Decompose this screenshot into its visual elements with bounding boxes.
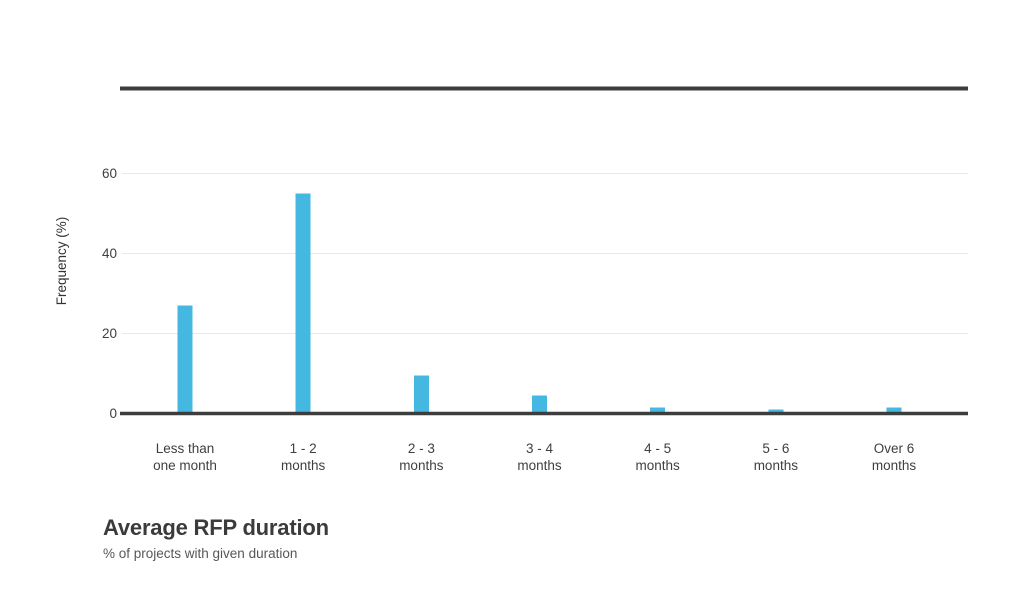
chart-subtitle: % of projects with given duration: [103, 546, 298, 562]
x-tick-label: 3 - 4 months: [517, 441, 562, 473]
y-tick-label: 40: [102, 246, 117, 261]
bar: [177, 305, 193, 414]
bar: [650, 407, 666, 414]
y-axis-title: Frequency (%): [54, 217, 69, 306]
x-tick-label: Less than one month: [153, 441, 217, 473]
x-tick-label: 2 - 3 months: [399, 441, 444, 473]
bar: [295, 193, 311, 414]
x-tick-label: 1 - 2 months: [281, 441, 326, 473]
x-tick-label: 5 - 6 months: [754, 441, 799, 473]
y-tick-label: 60: [102, 166, 117, 181]
bar: [768, 409, 784, 414]
y-tick-label: 0: [109, 406, 117, 421]
y-tick-label: 20: [102, 326, 117, 341]
bar: [413, 375, 429, 414]
bar: [886, 407, 902, 414]
x-tick-label: Over 6 months: [872, 441, 917, 473]
chart-title: Average RFP duration: [103, 515, 329, 540]
x-tick-label: 4 - 5 months: [636, 441, 681, 473]
chart-caption: Average RFP duration % of projects with …: [103, 515, 329, 563]
bar: [532, 395, 547, 414]
